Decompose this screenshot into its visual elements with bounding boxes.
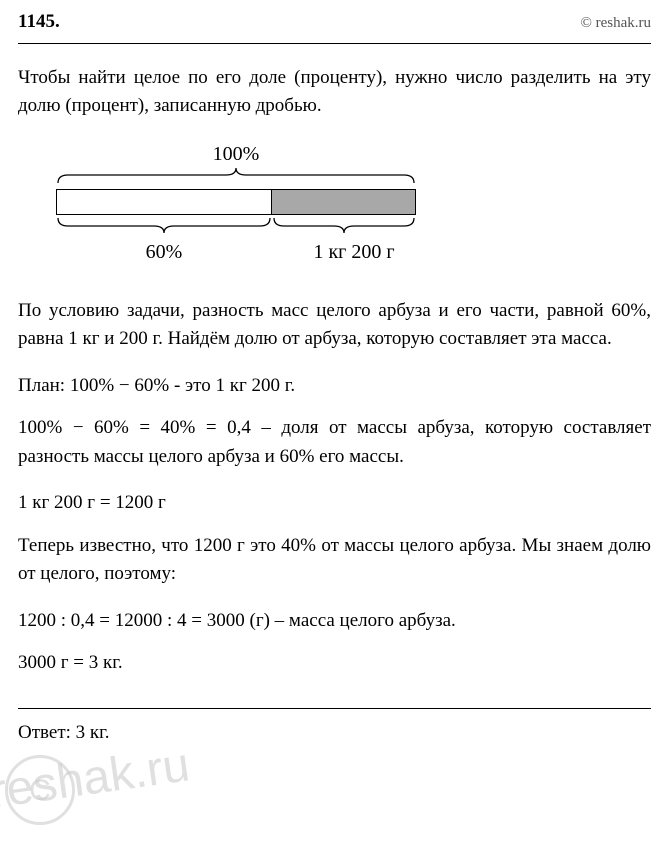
watermark-circle: C [5,755,75,825]
bar-segment-60 [57,190,272,214]
percentage-diagram: 100% 60% 1 кг 200 г [56,139,416,275]
intro-paragraph: Чтобы найти целое по его доле (проценту)… [18,64,651,121]
condition-paragraph: По условию задачи, разность масс целого … [18,297,651,354]
top-label: 100% [213,139,260,169]
bottom-labels: 60% 1 кг 200 г [56,237,416,267]
bar-segment-40 [272,190,415,214]
page-header: 1145. © reshak.ru [18,8,651,44]
conversion-line: 1 кг 200 г = 1200 г [18,489,651,518]
copyright-text: © reshak.ru [580,12,651,35]
top-brace [56,167,416,185]
answer-line: Ответ: 3 кг. [18,708,651,748]
bottom-brace-left [56,216,272,234]
bar-container [56,189,416,215]
calc-fraction: 100% − 60% = 40% = 0,4 – доля от массы а… [18,414,651,471]
final-conversion: 3000 г = 3 кг. [18,649,651,678]
bottom-label-mass: 1 кг 200 г [272,237,416,267]
bottom-braces [56,215,416,233]
problem-number: 1145. [18,8,60,37]
bottom-label-60: 60% [56,237,272,267]
bottom-brace-right [272,216,416,234]
calc-division: 1200 : 0,4 = 12000 : 4 = 3000 (г) – масс… [18,607,651,636]
explanation-paragraph: Теперь известно, что 1200 г это 40% от м… [18,532,651,589]
plan-line: План: 100% − 60% - это 1 кг 200 г. [18,372,651,401]
